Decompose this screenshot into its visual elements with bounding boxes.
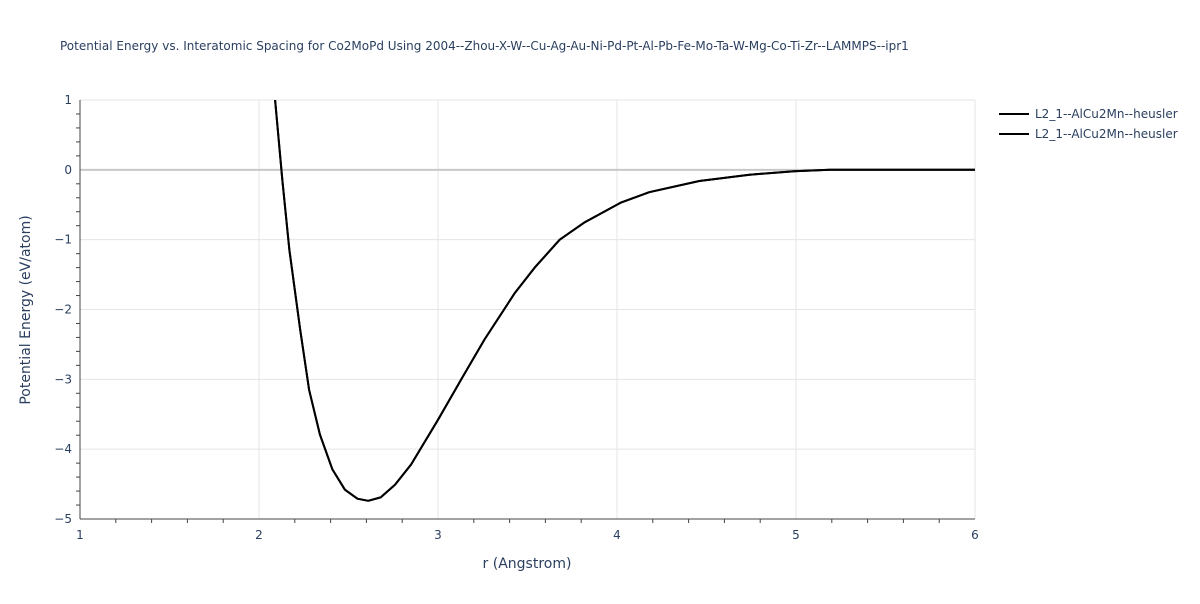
x-tick-label: 1	[76, 528, 84, 542]
y-tick-label: 1	[64, 93, 72, 107]
x-tick-label: 5	[792, 528, 800, 542]
y-tick-label: −2	[54, 303, 72, 317]
y-tick-label: −3	[54, 372, 72, 386]
legend-item[interactable]: L2_1--AlCu2Mn--heusler	[999, 127, 1178, 141]
legend-label: L2_1--AlCu2Mn--heusler	[1035, 127, 1178, 141]
y-tick-label: −1	[54, 233, 72, 247]
chart-title: Potential Energy vs. Interatomic Spacing…	[60, 39, 909, 53]
series-line-0	[274, 100, 975, 502]
y-axis-label: Potential Energy (eV/atom)	[18, 215, 34, 404]
x-tick-label: 6	[971, 528, 979, 542]
series-lines	[274, 100, 975, 502]
axes: 1 2 3 4 5 6 1 0 −1 −2 −3 −4 −5	[54, 93, 979, 542]
legend-item[interactable]: L2_1--AlCu2Mn--heusler	[999, 107, 1178, 121]
legend: L2_1--AlCu2Mn--heusler L2_1--AlCu2Mn--heu…	[999, 107, 1178, 141]
y-tick-label: 0	[64, 163, 72, 177]
y-tick-label: −4	[54, 442, 72, 456]
x-tick-label: 4	[613, 528, 621, 542]
series-line-1	[274, 100, 975, 502]
y-tick-label: −5	[54, 512, 72, 526]
x-axis-label: r (Angstrom)	[483, 556, 572, 572]
grid	[80, 99, 976, 519]
x-tick-label: 3	[434, 528, 442, 542]
x-tick-label: 2	[255, 528, 263, 542]
legend-label: L2_1--AlCu2Mn--heusler	[1035, 107, 1178, 121]
